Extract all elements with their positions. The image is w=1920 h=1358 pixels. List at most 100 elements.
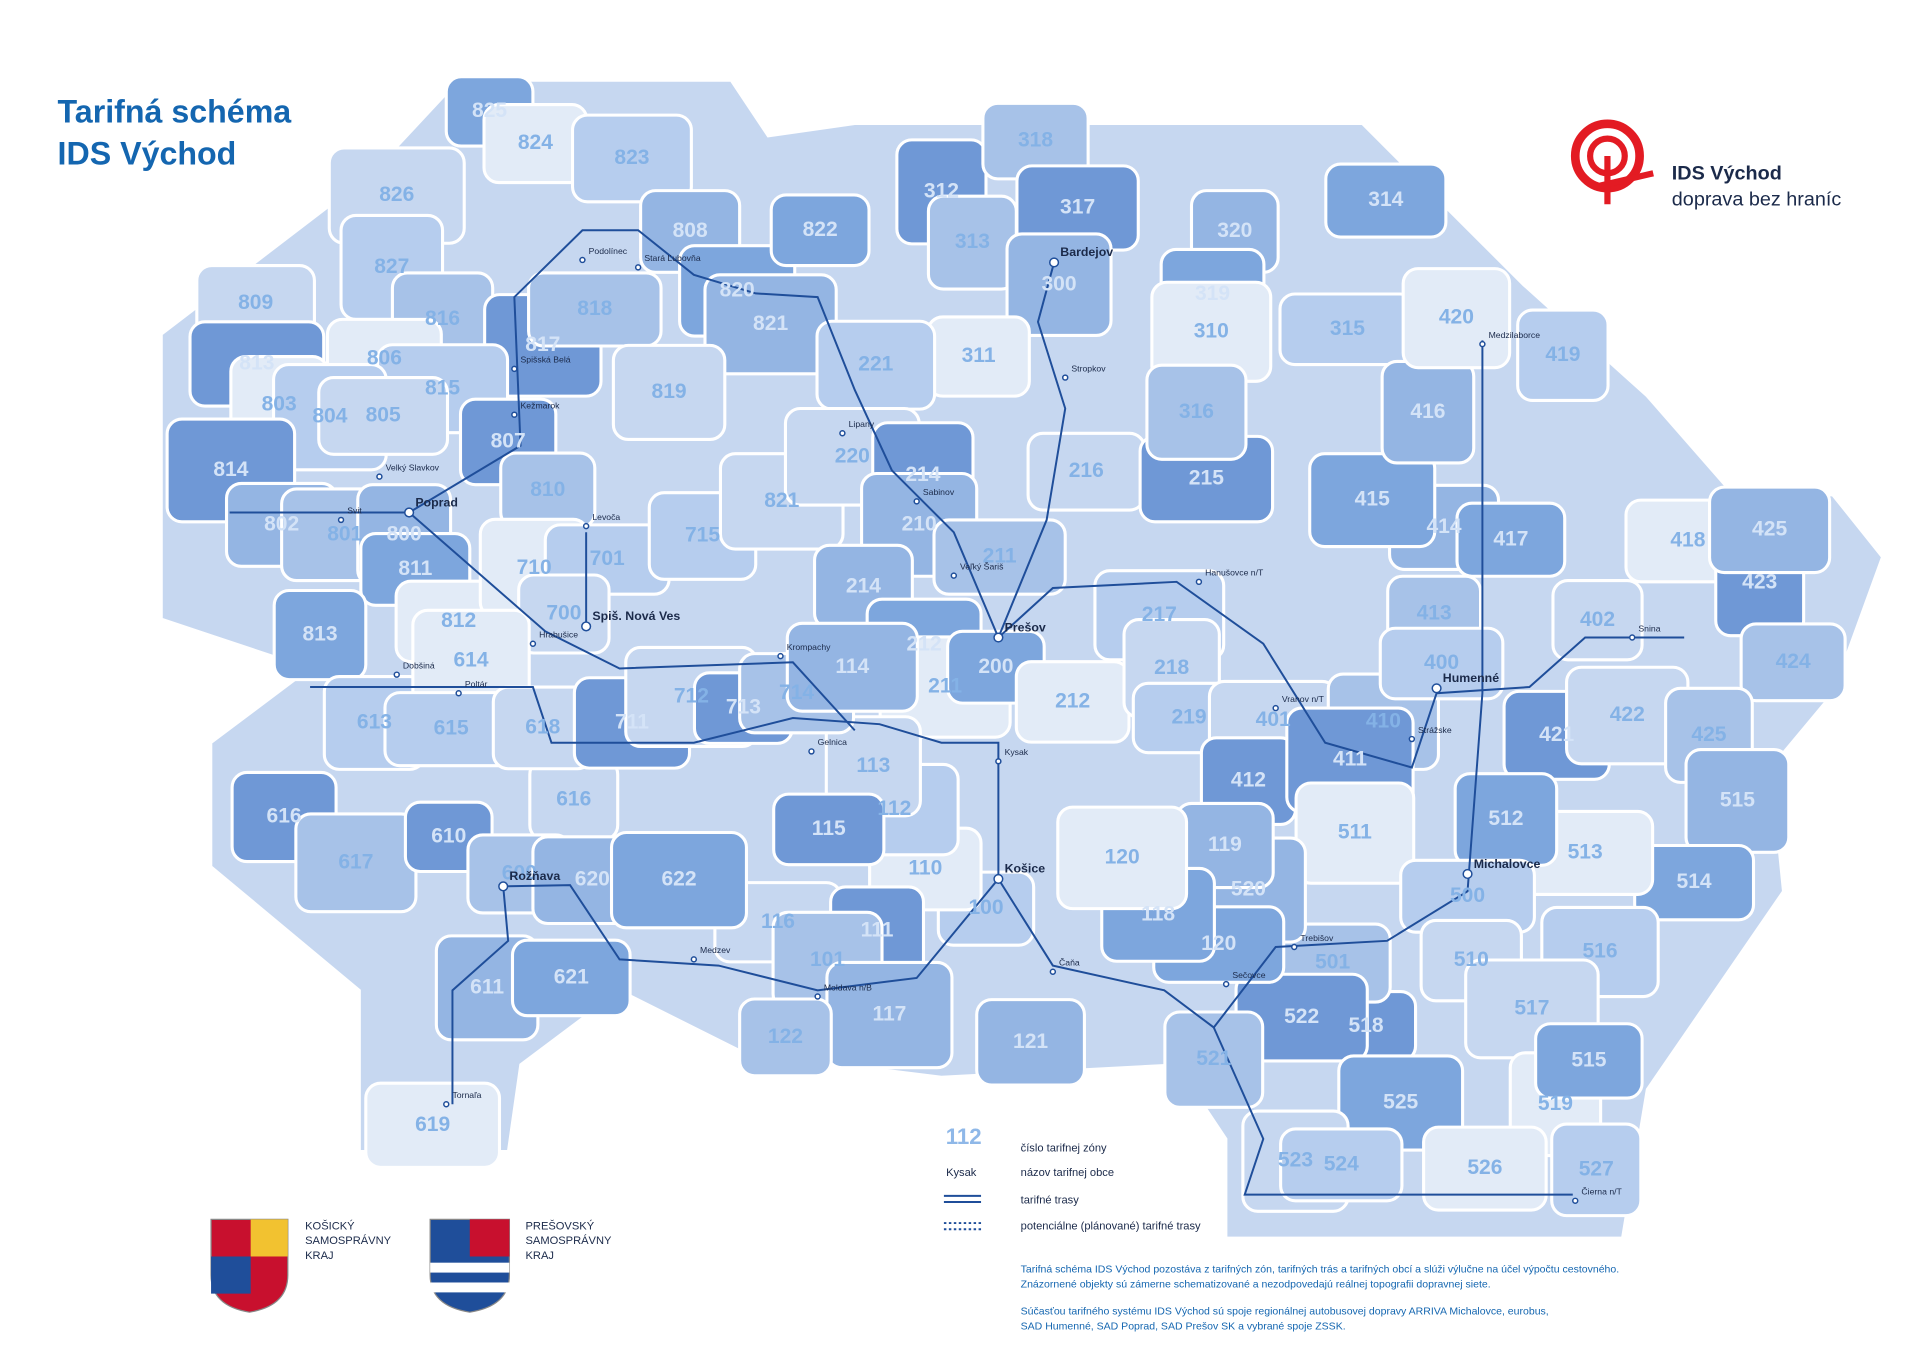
town-dot [404,507,415,518]
town-label: Čierna n/T [1581,1187,1622,1197]
region-text: SAMOSPRÁVNY [305,1234,392,1247]
zone-label: 517 [1514,996,1549,1019]
zone-label: 804 [312,405,347,428]
zone-label: 116 [761,910,795,933]
town-dot [1049,257,1060,268]
zone-label: 712 [674,685,709,708]
zone-area [570,113,693,204]
zone-label: 423 [1742,571,1777,594]
zone-label: 411 [1333,748,1367,771]
zone-label: 218 [1154,656,1189,679]
route [997,262,1067,638]
town-dot [581,621,592,632]
legend: 112 číslo tarifnej zóny Kysak názov tari… [943,1124,1201,1232]
logo-name: IDS Východ [1672,162,1782,184]
zone-label: 425 [1752,517,1787,540]
zone-area [1005,232,1113,338]
zone-label: 526 [1467,1156,1502,1179]
zone-label: 414 [1426,515,1461,538]
footnote-line: Súčasťou tarifného systému IDS Východ sú… [1021,1306,1549,1318]
zone-label: 120 [1105,845,1140,868]
title-line: Tarifná schéma [58,94,293,130]
town-dot [1222,980,1230,988]
zone-label: 600 [502,862,537,885]
town-label-major: Michalovce [1474,857,1541,871]
zone-label: 521 [1196,1047,1231,1070]
zone-label: 515 [1720,788,1755,811]
zone-label: 513 [1568,840,1603,863]
town-label: Sečovce [1232,970,1265,980]
zone-label: 315 [1330,317,1365,340]
zone-area [1551,579,1644,662]
footnote-line: Tarifná schéma IDS Východ pozostáva z ta… [1021,1264,1620,1276]
zone-label: 700 [546,602,581,625]
town-label: Krompachy [787,642,831,652]
zone-label: 805 [366,404,401,427]
zone-label: 514 [1677,870,1712,893]
town-dot [1462,868,1473,880]
town-dot [1195,578,1203,586]
zone-label: 413 [1417,602,1452,625]
legend-town: Kysak [946,1167,977,1179]
logo: IDS Východ doprava bez hraníc [1570,119,1841,210]
zone-label: 211 [983,545,1017,568]
route [997,580,1685,769]
zone-area [932,518,1067,596]
zone-label: 214 [905,463,940,486]
zone-label: 527 [1579,1157,1614,1180]
zone-area [609,830,749,930]
zone-label: 714 [779,681,814,704]
town-label: Kežmarok [521,401,561,411]
zone-label: 214 [846,574,881,597]
zone-label: 827 [374,255,409,278]
route [229,229,1000,638]
town-dot [1431,683,1442,694]
zone-label: 121 [1013,1030,1048,1053]
zone-label: 800 [387,522,422,545]
zone-label: 512 [1488,807,1523,830]
zone-area [1422,1125,1548,1212]
town-label: Sabinov [923,487,955,497]
zone-label: 622 [661,868,696,891]
town-label: Stará Ľubovňa [644,253,700,263]
town-dot [579,256,586,264]
zone-label: 525 [1383,1091,1418,1114]
zone-label: 819 [652,380,687,403]
zone-label: 520 [1231,878,1266,901]
zone-label: 319 [1195,282,1230,305]
zone-label: 400 [1424,651,1459,674]
zone-area [975,998,1086,1087]
zone-label: 316 [1179,400,1214,423]
zone-label: 820 [720,278,755,301]
zone-label: 422 [1610,703,1645,726]
zone-label: 402 [1580,608,1615,631]
zone-label: 515 [1571,1048,1606,1071]
zone-area [785,621,919,713]
town-label-major: Humenné [1443,671,1499,685]
town-dot [393,671,400,678]
town-dot [443,1101,450,1108]
town-label: Strážske [1418,725,1452,735]
zone-area [1279,1127,1404,1203]
zone-label: 811 [398,557,432,580]
town-dot [1049,968,1057,975]
town-label: Svit [347,506,362,516]
zone-label: 210 [902,512,937,535]
zone-label: 613 [357,711,392,734]
town-label-major: Rožňava [509,869,560,883]
town-dot [1479,340,1486,348]
zone-label: 221 [858,353,893,376]
town-dot [1628,634,1636,641]
zone-label: 118 [1141,902,1175,925]
region-text: KRAJ [525,1250,553,1262]
town-label: Stropkov [1071,363,1106,373]
town-label: Velký Slavkov [386,462,440,472]
zone-area [769,193,871,268]
zone-label: 219 [1171,706,1206,729]
zone-label: 813 [239,352,274,375]
zone-label: 815 [425,376,460,399]
zone-label: 803 [262,392,297,415]
zone-label: 614 [453,649,488,672]
zone-label: 111 [861,918,894,941]
town-label: Kysak [1005,747,1029,757]
